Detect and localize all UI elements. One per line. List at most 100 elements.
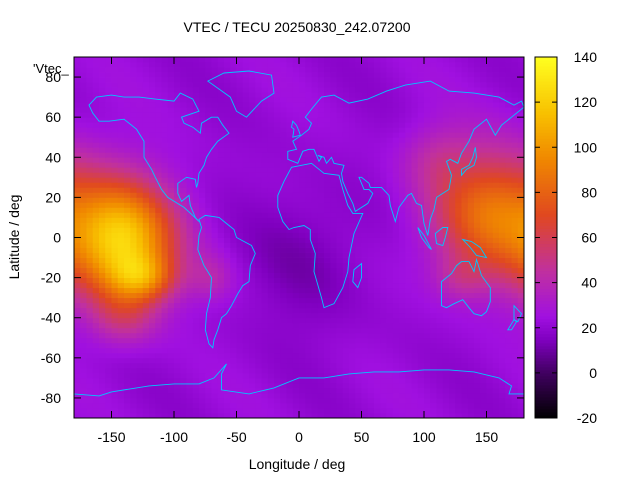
heatmap-cell <box>342 262 350 268</box>
heatmap-cell <box>105 297 112 304</box>
heatmap-cell <box>105 72 112 78</box>
heatmap-cell <box>336 282 344 289</box>
heatmap-cell <box>317 322 325 329</box>
heatmap-cell <box>324 152 331 158</box>
heatmap-cell <box>274 117 281 123</box>
heatmap-cell <box>330 107 337 113</box>
heatmap-cell <box>236 302 244 309</box>
heatmap-cell <box>274 307 281 314</box>
heatmap-cell <box>467 387 475 394</box>
heatmap-cell <box>149 187 156 193</box>
heatmap-cell <box>199 162 206 168</box>
heatmap-cell <box>236 357 244 364</box>
heatmap-cell <box>136 242 144 248</box>
heatmap-cell <box>324 307 331 314</box>
heatmap-cell <box>224 397 231 404</box>
heatmap-cell <box>449 142 456 148</box>
heatmap-cell <box>317 227 325 233</box>
heatmap-cell <box>361 362 369 369</box>
heatmap-cell <box>417 162 425 168</box>
heatmap-cell <box>411 222 419 228</box>
heatmap-cell <box>380 392 387 399</box>
heatmap-cell <box>399 102 406 108</box>
heatmap-cell <box>211 382 219 389</box>
heatmap-cell <box>242 322 250 329</box>
heatmap-cell <box>86 142 94 148</box>
heatmap-cell <box>499 412 506 419</box>
heatmap-cell <box>211 232 219 238</box>
heatmap-cell <box>124 402 131 409</box>
heatmap-cell <box>136 152 144 158</box>
heatmap-cell <box>417 152 425 158</box>
heatmap-cell <box>292 202 300 208</box>
heatmap-cell <box>199 407 206 414</box>
heatmap-cell <box>249 72 256 78</box>
heatmap-cell <box>111 402 119 409</box>
heatmap-cell <box>399 237 406 243</box>
heatmap-cell <box>267 162 275 168</box>
heatmap-cell <box>186 352 194 359</box>
heatmap-cell <box>267 107 275 113</box>
heatmap-cell <box>380 257 387 263</box>
heatmap-cell <box>467 272 475 279</box>
heatmap-cell <box>211 112 219 118</box>
heatmap-cell <box>155 367 162 374</box>
heatmap-cell <box>280 122 287 128</box>
heatmap-cell <box>105 262 112 268</box>
heatmap-cell <box>136 172 144 178</box>
heatmap-cell <box>442 312 450 319</box>
heatmap-cell <box>205 67 212 73</box>
heatmap-cell <box>267 342 275 349</box>
heatmap-cell <box>149 362 156 369</box>
heatmap-cell <box>505 232 512 238</box>
heatmap-cell <box>92 382 100 389</box>
heatmap-cell <box>480 117 487 123</box>
heatmap-cell <box>505 92 512 98</box>
heatmap-cell <box>292 217 300 223</box>
heatmap-cell <box>274 292 281 299</box>
heatmap-cell <box>267 77 275 83</box>
heatmap-cell <box>517 397 525 404</box>
heatmap-cell <box>186 87 194 93</box>
heatmap-cell <box>180 247 187 253</box>
heatmap-cell <box>342 137 350 143</box>
heatmap-cell <box>74 192 81 198</box>
heatmap-cell <box>474 262 481 268</box>
heatmap-cell <box>192 162 200 168</box>
heatmap-cell <box>236 72 244 78</box>
heatmap-cell <box>167 137 175 143</box>
heatmap-cell <box>342 307 350 314</box>
heatmap-cell <box>255 272 262 279</box>
heatmap-cell <box>361 327 369 334</box>
heatmap-cell <box>92 77 100 83</box>
heatmap-cell <box>217 342 225 349</box>
heatmap-cell <box>480 282 487 289</box>
heatmap-cell <box>386 342 394 349</box>
heatmap-cell <box>167 267 175 273</box>
heatmap-cell <box>86 72 94 78</box>
heatmap-cell <box>455 147 462 153</box>
heatmap-cell <box>449 397 456 404</box>
heatmap-cell <box>142 317 150 324</box>
heatmap-cell <box>392 392 400 399</box>
heatmap-cell <box>249 87 256 93</box>
heatmap-cell <box>130 77 137 83</box>
heatmap-cell <box>367 352 375 359</box>
heatmap-cell <box>105 232 112 238</box>
heatmap-cell <box>267 287 275 294</box>
heatmap-cell <box>205 92 212 98</box>
heatmap-cell <box>117 167 125 173</box>
heatmap-cell <box>286 367 294 374</box>
heatmap-cell <box>161 347 169 354</box>
heatmap-cell <box>417 132 425 138</box>
heatmap-cell <box>361 357 369 364</box>
heatmap-cell <box>336 132 344 138</box>
heatmap-cell <box>236 142 244 148</box>
heatmap-cell <box>499 177 506 183</box>
heatmap-cell <box>224 362 231 369</box>
heatmap-cell <box>161 192 169 198</box>
heatmap-cell <box>492 382 500 389</box>
heatmap-cell <box>361 112 369 118</box>
heatmap-cell <box>286 247 294 253</box>
heatmap-cell <box>386 177 394 183</box>
